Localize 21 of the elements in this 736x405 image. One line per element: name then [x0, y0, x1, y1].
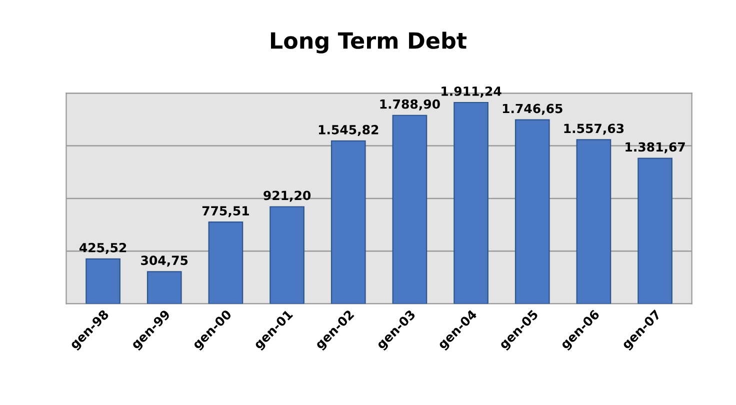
data-label: 1.381,67: [626, 142, 685, 154]
bar: [330, 140, 366, 304]
data-label: 1.545,82: [318, 124, 378, 136]
data-label: 1.557,63: [564, 124, 624, 135]
data-label: 425,52: [79, 242, 126, 254]
data-label: 921,20: [264, 190, 311, 202]
chart-title: Long Term Debt: [271, 32, 467, 54]
bar: [208, 222, 244, 304]
data-label: 1.746,65: [502, 104, 562, 115]
data-label: 1.911,24: [442, 86, 502, 98]
bar: [576, 139, 612, 304]
data-label: 1.788,90: [380, 99, 440, 110]
data-label: 304,75: [141, 256, 188, 267]
data-label: 775,51: [202, 206, 249, 218]
bar: [270, 206, 304, 304]
bar: [146, 271, 182, 304]
bar: [392, 114, 428, 304]
bar: [454, 102, 488, 304]
bar: [514, 119, 550, 304]
bar: [86, 258, 120, 304]
bar: [638, 158, 672, 304]
